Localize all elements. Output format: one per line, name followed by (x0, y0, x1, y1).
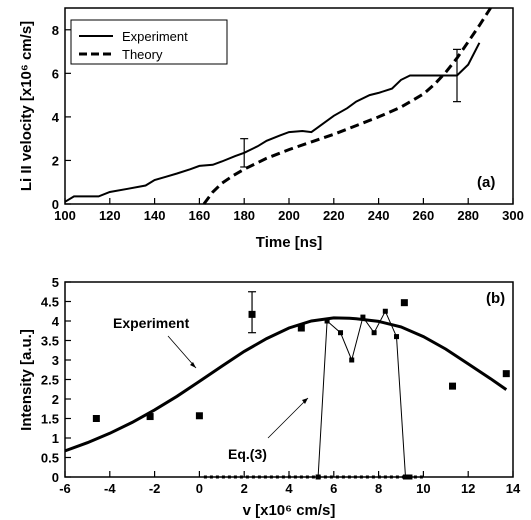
y-tick-label-a-4: 8 (52, 23, 59, 38)
legend-box (70, 19, 228, 65)
x-tick-label-a-7: 240 (368, 208, 390, 223)
eq3-point-b-7 (394, 334, 400, 340)
legend-label-theory: Theory (122, 47, 163, 62)
x-tick-label-b-0: -6 (59, 481, 71, 496)
x-tick-label-b-5: 4 (285, 481, 293, 496)
x-tick-label-a-2: 140 (144, 208, 166, 223)
x-tick-label-a-6: 220 (323, 208, 345, 223)
y-tick-label-b-9: 4.5 (41, 295, 59, 310)
eq3-point-b-3 (349, 357, 355, 363)
panel-label-a: (a) (477, 174, 495, 191)
y-tick-label-b-4: 2 (52, 392, 59, 407)
eq3-point-b-2 (338, 330, 344, 336)
panel-a: 100 120 140 160 180 200 220 240 260 280 300 0 2 4 6 8 (… (18, 7, 524, 251)
x-tick-label-a-3: 160 (189, 208, 211, 223)
fit-curve-b (64, 316, 508, 453)
legend-a: Experiment Theory (70, 19, 228, 65)
y-tick-label-b-3: 1.5 (41, 412, 59, 427)
data-point-b-4 (297, 324, 305, 332)
panel-label-b: (b) (486, 290, 505, 307)
data-point-b-6 (502, 370, 510, 378)
y-tick-label-b-5: 2.5 (41, 373, 59, 388)
y-tick-label-b-0: 0 (52, 470, 59, 485)
series-line-a-experiment (64, 42, 481, 203)
data-point-b-7 (400, 299, 408, 307)
x-tick-label-b-3: 0 (196, 481, 203, 496)
annotation-experiment-arrow (167, 335, 197, 369)
x-tick-label-a-5: 200 (278, 208, 300, 223)
annotation-experiment-arrowhead (190, 362, 196, 368)
plot-frame-b (64, 281, 514, 478)
x-tick-label-a-1: 120 (99, 208, 121, 223)
panel-b: -6 -4 -2 0 2 4 6 8 10 12 14 0 0.5 1 1.5 2 2.5 3 3.5 4 4.5 5 (… (18, 275, 521, 519)
x-tick-label-b-10: 14 (506, 481, 521, 496)
data-point-b-5 (449, 382, 457, 390)
eq3-point-b-5 (371, 330, 377, 336)
x-tick-label-a-9: 280 (457, 208, 479, 223)
series-line-a-theory (202, 7, 492, 205)
x-tick-label-b-7: 8 (375, 481, 382, 496)
x-tick-label-b-9: 12 (461, 481, 475, 496)
y-tick-label-b-6: 3 (52, 353, 59, 368)
y-tick-label-b-2: 1 (52, 431, 59, 446)
x-tick-label-b-2: -2 (149, 481, 161, 496)
y-axis-label-a: Li II velocity [x10⁶ cm/s] (18, 21, 35, 191)
y-tick-label-a-2: 4 (52, 110, 60, 125)
annotation-experiment: Experiment (113, 315, 190, 331)
annotation-eq3: Eq.(3) (228, 446, 267, 462)
y-tick-label-b-8: 4 (52, 314, 60, 329)
x-axis-label-a: Time [ns] (256, 234, 322, 251)
y-tick-label-a-0: 0 (52, 197, 59, 212)
x-tick-label-a-8: 260 (413, 208, 435, 223)
x-tick-label-a-4: 180 (233, 208, 255, 223)
x-tick-label-a-10: 300 (502, 208, 524, 223)
data-point-b-0 (92, 415, 100, 422)
annotation-eq3-arrowhead (302, 398, 308, 404)
x-tick-label-a-0: 100 (54, 208, 76, 223)
x-tick-label-b-4: 2 (241, 481, 248, 496)
annotation-eq3-arrow (267, 397, 309, 439)
eq3-point-b-1 (324, 318, 330, 324)
y-tick-label-a-1: 2 (52, 153, 59, 168)
data-point-b-1 (146, 413, 154, 421)
data-point-b-2 (195, 412, 203, 420)
eq3-line-b (317, 310, 410, 478)
y-tick-label-b-7: 3.5 (41, 334, 59, 349)
y-tick-label-b-10: 5 (52, 275, 59, 290)
y-tick-label-a-3: 6 (52, 66, 59, 81)
x-axis-label-b: v [x10⁶ cm/s] (243, 502, 336, 519)
x-tick-label-b-8: 10 (416, 481, 430, 496)
y-tick-label-b-1: 0.5 (41, 451, 59, 466)
eq3-point-b-6 (382, 308, 388, 314)
eq3-point-b-4 (360, 314, 366, 320)
legend-label-experiment: Experiment (122, 29, 188, 44)
x-tick-label-b-1: -4 (104, 481, 116, 496)
x-tick-label-b-6: 6 (330, 481, 337, 496)
y-axis-label-b: Intensity [a.u.] (18, 329, 35, 431)
